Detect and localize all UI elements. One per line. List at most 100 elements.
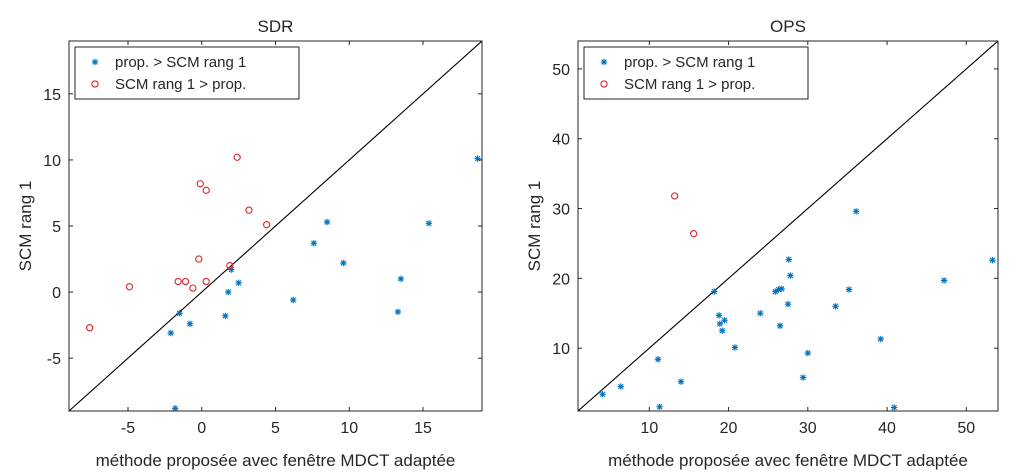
- sdr-xtick-label: 0: [197, 420, 206, 437]
- sdr-series2-point-1: [233, 153, 241, 161]
- ops-legend-box: [583, 46, 809, 100]
- ops-series1-point-14: [715, 312, 723, 319]
- sdr-title: SDR: [258, 17, 294, 36]
- sdr-legend-marker-2: [91, 80, 99, 88]
- sdr-series2-point-5: [262, 221, 271, 229]
- ops-series1-point-27: [656, 403, 663, 411]
- ops-xtick-label: 10: [640, 420, 658, 437]
- sdr-series2-point-9: [181, 277, 190, 286]
- ops-series1-point-7: [778, 285, 785, 293]
- sdr-series1-point-13: [176, 310, 183, 317]
- sdr-series2-point-3: [202, 186, 210, 194]
- ops-xtick-label: 50: [957, 420, 975, 437]
- sdr-ytick-label: 0: [52, 285, 61, 302]
- ops-series1-point-21: [804, 349, 812, 357]
- ops-series1-point-26: [599, 391, 606, 398]
- ops-series1-point-25: [677, 378, 685, 385]
- ops-series1-point-1: [852, 208, 860, 215]
- ops-ytick-label: 10: [552, 341, 570, 358]
- ops-series2-point-2: [690, 230, 698, 238]
- sdr-series2-point-8: [174, 277, 182, 286]
- ops-series1-point-17: [776, 322, 784, 330]
- sdr-legend-entry-2: SCM rang 1 > prop.: [115, 76, 246, 93]
- ops-series1-point-3: [989, 257, 996, 264]
- ops-series1-point-16: [716, 320, 724, 327]
- sdr-series2-point-7: [226, 261, 234, 270]
- sdr-ytick-label: -5: [47, 351, 61, 368]
- sdr-xlabel: méthode proposée avec fenêtre MDCT adapt…: [96, 451, 456, 470]
- sdr-series2-point-10: [202, 277, 210, 286]
- sdr-series2-point-13: [86, 324, 94, 332]
- ops-series1-point-9: [772, 288, 779, 295]
- ops-xtick-label: 20: [720, 420, 738, 437]
- ops-series1-point-18: [719, 327, 726, 334]
- sdr-series1-point-10: [290, 296, 297, 304]
- ops-series1-point-19: [877, 335, 884, 343]
- sdr-series2-point-6: [195, 255, 203, 263]
- ops-ytick-label: 20: [552, 271, 570, 288]
- sdr-series1-point-7: [235, 279, 242, 287]
- ops-ytick-label: 30: [552, 202, 570, 219]
- sdr-legend: prop. > SCM rang 1 SCM rang 1 > prop.: [74, 46, 300, 100]
- sdr-series1-point-11: [394, 308, 402, 316]
- sdr-series2-point-2: [196, 180, 204, 188]
- ops-series1-point-20: [731, 344, 739, 351]
- sdr-series1-point-12: [222, 312, 229, 320]
- ops-xlabel: méthode proposée avec fenêtre MDCT adapt…: [608, 451, 968, 470]
- sdr-series1-point-16: [172, 405, 179, 411]
- chart-sdr: -5 0 5 10 15 -5 0 5 10 15 SDR méthode proposée avec…: [16, 17, 483, 470]
- sdr-series2-point-12: [125, 283, 134, 291]
- sdr-ytick-label: 15: [43, 87, 61, 104]
- ops-series1-point-11: [784, 300, 792, 308]
- sdr-xtick-label: 15: [414, 420, 432, 437]
- sdr-series1-point-14: [186, 320, 194, 327]
- ops-legend-entry-2: SCM rang 1 > prop.: [624, 76, 755, 93]
- sdr-series1-point-6: [228, 266, 235, 273]
- ops-series1-point-22: [654, 356, 662, 363]
- sdr-series1-point-8: [397, 275, 405, 283]
- sdr-series1-point-15: [167, 329, 174, 337]
- ops-legend-entry-1: prop. > SCM rang 1: [624, 54, 755, 71]
- ops-legend-marker-2: [600, 80, 608, 88]
- ops-series1-point-2: [785, 256, 792, 263]
- sdr-series1-point-3: [425, 220, 433, 227]
- ops-title: OPS: [770, 17, 806, 36]
- sdr-xtick-label: 10: [340, 420, 358, 437]
- ops-series2-point-1: [671, 192, 679, 200]
- ops-legend-marker-1: [600, 58, 608, 66]
- ops-identity-line: [578, 41, 998, 411]
- sdr-series1-point-1: [474, 155, 481, 162]
- sdr-ytick-label: 5: [52, 219, 61, 236]
- ops-series1-point-24: [799, 374, 807, 381]
- sdr-series1-point-2: [323, 218, 331, 226]
- ops-series1-point-13: [757, 310, 764, 317]
- ops-ytick-label: 40: [552, 132, 570, 149]
- sdr-legend-marker-1: [91, 58, 99, 66]
- ops-series1-point-5: [940, 277, 948, 284]
- sdr-legend-box: [74, 46, 300, 100]
- sdr-data-points: [86, 153, 481, 411]
- chart-ops: 10 20 30 40 50 10 20 30 40 50 OPS méthode proposée …: [525, 17, 999, 470]
- ops-legend: prop. > SCM rang 1 SCM rang 1 > prop.: [583, 46, 809, 100]
- ops-ylabel: SCM rang 1: [525, 181, 544, 272]
- sdr-series1-point-5: [340, 259, 347, 267]
- ops-series1-point-4: [787, 272, 794, 279]
- sdr-ylabel: SCM rang 1: [16, 181, 35, 272]
- ops-data-points: [599, 192, 996, 411]
- ops-xtick-label: 40: [878, 420, 896, 437]
- ops-axes-frame: [577, 40, 999, 412]
- sdr-series1-point-9: [225, 288, 232, 296]
- ops-ytick-label: 50: [552, 62, 570, 79]
- ops-xtick-label: 30: [799, 420, 817, 437]
- ops-series1-point-10: [711, 288, 718, 295]
- ops-series1-point-28: [890, 404, 898, 411]
- ops-series1-point-23: [617, 383, 624, 390]
- sdr-series1-point-4: [310, 239, 318, 247]
- sdr-ytick-label: 10: [43, 153, 61, 170]
- sdr-identity-line: [69, 41, 482, 411]
- ops-series1-point-8: [845, 286, 853, 293]
- sdr-xtick-label: -5: [121, 420, 135, 437]
- sdr-xtick-label: 5: [271, 420, 280, 437]
